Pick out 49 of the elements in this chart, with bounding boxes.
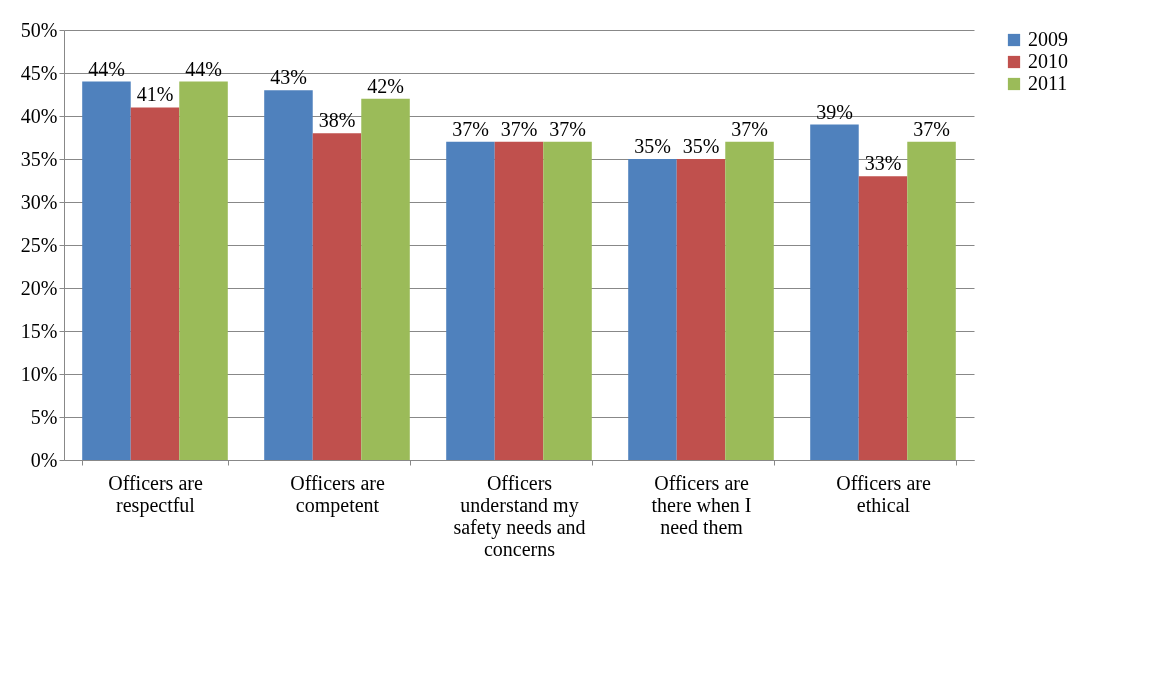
bar	[130, 107, 180, 460]
bar	[82, 81, 131, 460]
legend-label: 2010	[1028, 50, 1068, 72]
y-tick-label: 0%	[30, 448, 58, 471]
y-tick-label: 30%	[20, 190, 58, 213]
data-label: 35%	[682, 135, 720, 157]
legend-label: 2009	[1028, 28, 1068, 50]
data-label: 44%	[185, 57, 222, 80]
data-label: 33%	[864, 152, 902, 175]
bar	[907, 141, 956, 460]
y-tick-label: 25%	[20, 233, 58, 256]
bar	[858, 176, 908, 460]
bar	[676, 159, 726, 460]
x-tick-label: Officers are ethical	[836, 471, 931, 516]
x-tick-label: Officers are respectful	[108, 471, 203, 517]
data-label: 42%	[367, 74, 404, 97]
data-label: 43%	[270, 66, 307, 89]
bar	[179, 81, 228, 460]
bar	[361, 98, 410, 460]
bar	[264, 90, 313, 460]
bar	[312, 133, 362, 460]
bar	[725, 141, 774, 460]
y-tick-label: 50%	[20, 18, 58, 41]
y-tick-label: 20%	[20, 276, 58, 299]
bar	[446, 141, 495, 460]
y-tick-label: 45%	[20, 61, 58, 84]
data-label: 37%	[500, 117, 538, 140]
y-tick-label: 10%	[20, 362, 58, 385]
data-label: 39%	[816, 100, 853, 123]
x-tick-label: Officers are competent	[290, 471, 385, 517]
y-tick-label: 40%	[20, 104, 58, 127]
data-label: 37%	[452, 117, 489, 140]
legend-label: 2011	[1028, 72, 1068, 94]
bar	[628, 159, 677, 460]
y-tick-label: 15%	[20, 319, 58, 342]
data-label: 37%	[731, 117, 768, 140]
bar	[543, 141, 592, 460]
y-tick-label: 35%	[20, 147, 58, 170]
data-label: 38%	[318, 109, 356, 132]
x-tick-label: Officers are there when I need them	[651, 471, 752, 538]
x-tick-label: Officers understand my safety needs and concerns	[453, 471, 586, 560]
data-label: 35%	[634, 135, 671, 157]
data-label: 37%	[913, 117, 950, 140]
bar	[810, 124, 859, 460]
bar	[494, 141, 544, 460]
y-tick-label: 5%	[30, 405, 58, 428]
data-label: 37%	[549, 117, 586, 140]
data-label: 41%	[136, 83, 174, 106]
data-label: 44%	[88, 57, 125, 80]
